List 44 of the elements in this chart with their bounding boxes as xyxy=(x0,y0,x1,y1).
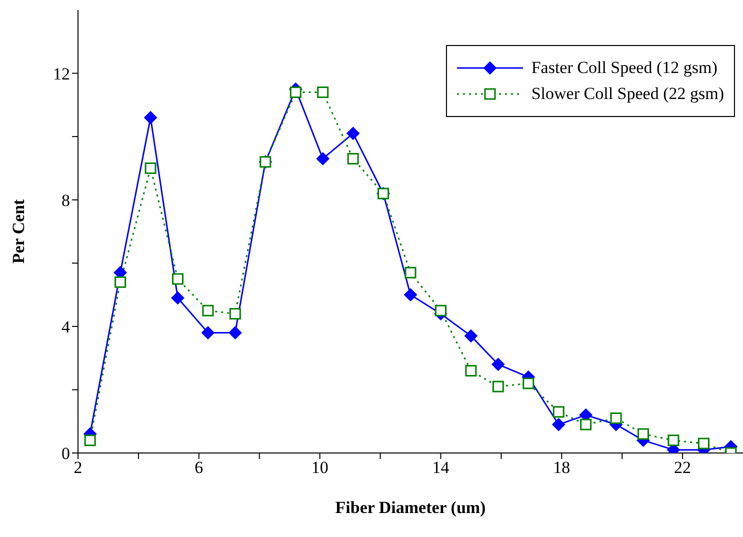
point xyxy=(171,291,184,304)
y-tick-label: 0 xyxy=(62,444,70,464)
point xyxy=(201,326,214,340)
point xyxy=(144,111,158,124)
x-axis-title: Fiber Diameter (um) xyxy=(335,498,486,517)
point xyxy=(316,152,330,166)
point xyxy=(404,266,416,278)
point xyxy=(492,380,504,392)
point xyxy=(552,406,564,418)
point xyxy=(522,378,534,390)
point xyxy=(610,412,622,424)
y-tick-label: 12 xyxy=(53,64,70,84)
point xyxy=(698,438,710,450)
point xyxy=(346,126,360,140)
point xyxy=(144,162,156,174)
y-axis-title: Per Cent xyxy=(9,198,28,264)
point xyxy=(84,434,96,446)
y-tick-label: 8 xyxy=(62,190,70,210)
point xyxy=(114,276,126,288)
point xyxy=(202,304,214,316)
point xyxy=(465,364,477,376)
point xyxy=(464,329,478,342)
point xyxy=(638,428,649,440)
point xyxy=(492,358,505,371)
point xyxy=(290,86,302,98)
point xyxy=(552,418,566,432)
point xyxy=(229,308,241,320)
legend-label: Faster Coll Speed (12 gsm) xyxy=(531,58,718,78)
point xyxy=(317,86,329,98)
point xyxy=(228,326,242,340)
x-tick-label: 6 xyxy=(194,458,204,478)
x-tick-label: 10 xyxy=(311,458,328,478)
point xyxy=(580,418,592,430)
point xyxy=(172,273,184,285)
point xyxy=(434,304,446,316)
x-tick-label: 2 xyxy=(74,458,82,478)
x-tick-label: 14 xyxy=(432,458,450,478)
point xyxy=(347,152,359,164)
legend-label: Slower Coll Speed (22 gsm) xyxy=(531,84,724,104)
x-tick-label: 22 xyxy=(674,458,692,478)
point xyxy=(404,288,417,302)
y-tick-label: 4 xyxy=(62,317,70,336)
x-tick-label: 18 xyxy=(553,458,570,478)
point xyxy=(668,434,680,446)
